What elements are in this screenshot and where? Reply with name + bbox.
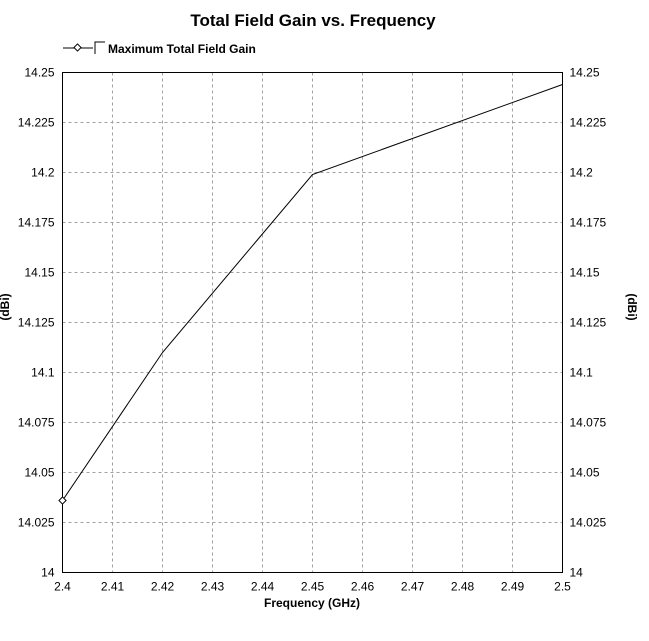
y-tick-label-right: 14.025	[570, 516, 607, 530]
y-tick-label-left: 14.225	[18, 116, 55, 130]
y-tick-label-right: 14.15	[570, 266, 600, 280]
y-tick-label-left: 14.175	[18, 216, 55, 230]
y-tick-label-left: 14.15	[24, 266, 54, 280]
x-tick-label: 2.48	[451, 580, 475, 594]
y-axis-left: 14 14.025 14.05 14.075 14.1 14.125 14.15 14.175…	[18, 66, 55, 580]
chart-title: Total Field Gain vs. Frequency	[190, 11, 436, 30]
plot-frame	[62, 72, 563, 573]
series-group	[58, 84, 563, 505]
y-axis-label-left: (dBi)	[0, 293, 12, 320]
y-tick-label-right: 14.225	[570, 116, 607, 130]
grid-lines	[62, 72, 563, 573]
y-tick-label-left: 14.1	[31, 366, 55, 380]
y-tick-label-right: 14.1	[570, 366, 594, 380]
y-tick-label-left: 14.05	[24, 466, 54, 480]
x-tick-label: 2.44	[251, 580, 275, 594]
y-tick-label-right: 14.075	[570, 416, 607, 430]
y-tick-label-right: 14.125	[570, 316, 607, 330]
legend: Maximum Total Field Gain	[63, 41, 256, 56]
y-tick-label-right: 14.05	[570, 466, 600, 480]
data-point-marker	[58, 496, 67, 505]
x-tick-label: 2.4	[54, 580, 71, 594]
y-tick-label-right: 14	[570, 566, 584, 580]
y-tick-label-right: 14.25	[570, 66, 600, 80]
y-tick-label-left: 14.075	[18, 416, 55, 430]
x-tick-label: 2.41	[101, 580, 125, 594]
x-axis-label: Frequency (GHz)	[264, 596, 360, 610]
legend-step-icon	[94, 41, 105, 54]
y-axis-label-right: (dBi)	[625, 293, 639, 320]
x-tick-label: 2.5	[554, 580, 571, 594]
y-tick-label-left: 14.25	[24, 66, 54, 80]
x-tick-label: 2.49	[501, 580, 525, 594]
x-tick-label: 2.46	[351, 580, 375, 594]
y-tick-label-right: 14.175	[570, 216, 607, 230]
x-tick-label: 2.47	[401, 580, 425, 594]
y-tick-label-right: 14.2	[570, 166, 594, 180]
series-line	[62, 84, 563, 501]
y-tick-label-left: 14.125	[18, 316, 55, 330]
x-tick-label: 2.43	[201, 580, 225, 594]
y-tick-label-left: 14.2	[31, 166, 55, 180]
y-tick-label-left: 14.025	[18, 516, 55, 530]
legend-label: Maximum Total Field Gain	[108, 42, 256, 56]
legend-marker	[73, 43, 82, 52]
x-tick-label: 2.45	[301, 580, 325, 594]
x-tick-label: 2.42	[151, 580, 175, 594]
x-axis: 2.4 2.41 2.42 2.43 2.44 2.45 2.46 2.47 2.48 2.49 2…	[54, 580, 571, 594]
y-axis-right: 14 14.025 14.05 14.075 14.1 14.125 14.15 14.175…	[570, 66, 607, 580]
y-tick-label-left: 14	[41, 566, 55, 580]
